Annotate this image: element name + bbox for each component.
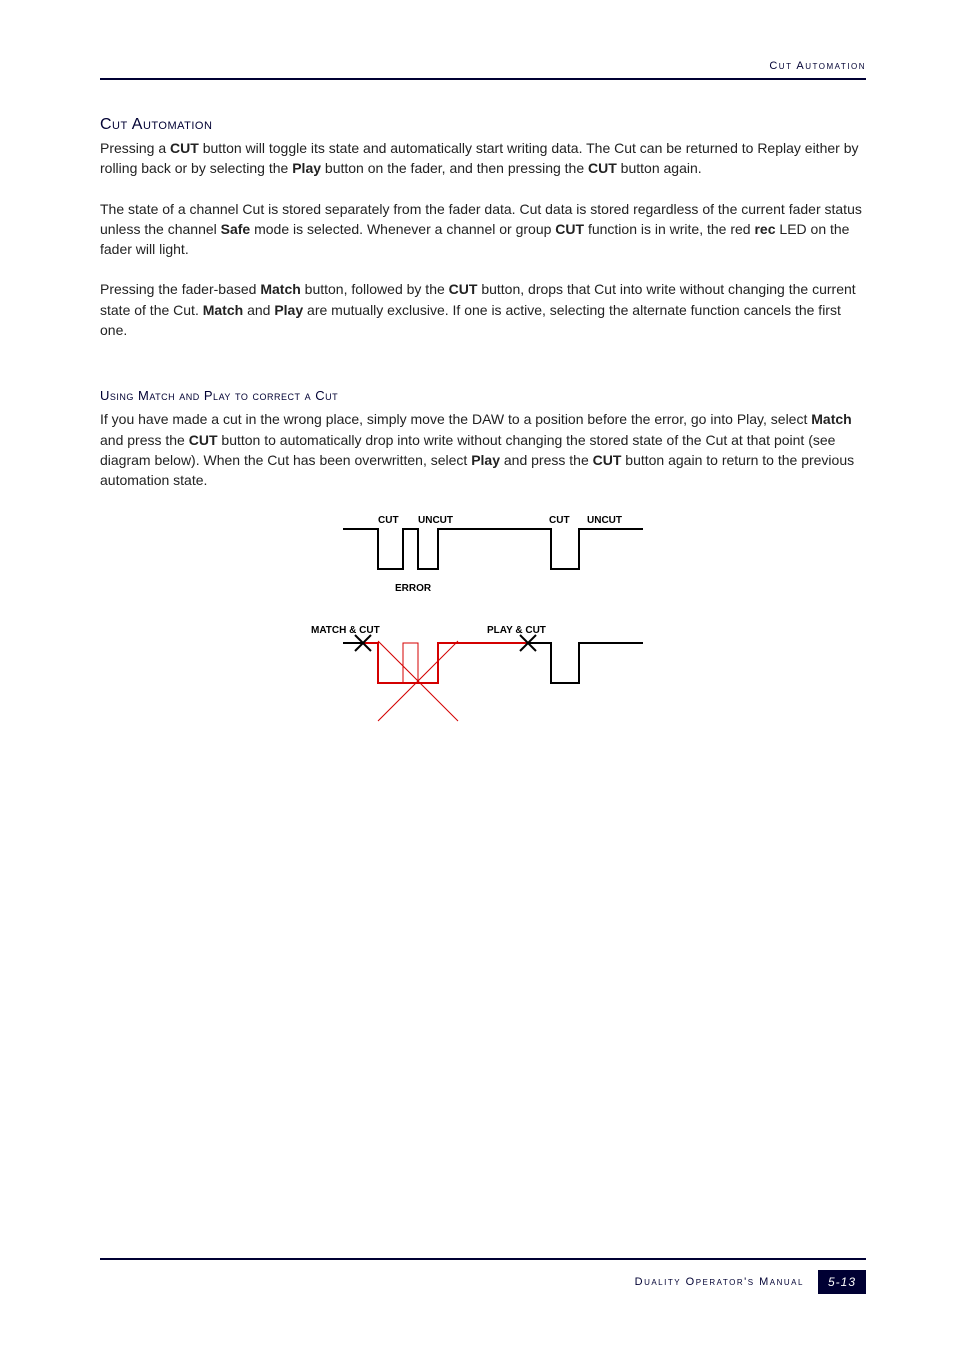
bold-text: Play (274, 302, 303, 318)
text: button on the fader, and then pressing t… (321, 160, 588, 176)
footer-manual-name: Duality Operator's Manual (635, 1276, 804, 1288)
diagram-label-cut: CUT (378, 515, 399, 526)
bold-text: CUT (449, 281, 478, 297)
bold-text: Match (811, 411, 851, 427)
section-title-cut-automation: Cut Automation (100, 116, 866, 134)
bold-text: CUT (170, 140, 199, 156)
page-footer: Duality Operator's Manual 5-13 (100, 1258, 866, 1294)
text: and press the (100, 432, 189, 448)
header-divider (100, 78, 866, 80)
diagram-label-play-cut: PLAY & CUT (487, 625, 546, 636)
diagram-label-cut: CUT (549, 515, 570, 526)
page-number-badge: 5-13 (818, 1270, 866, 1294)
header-section-label: Cut Automation (100, 60, 866, 72)
bold-text: Play (471, 452, 500, 468)
paragraph: Pressing a CUT button will toggle its st… (100, 138, 866, 179)
diagram-label-uncut: UNCUT (587, 515, 622, 526)
bold-text: rec (754, 221, 775, 237)
bold-text: CUT (588, 160, 617, 176)
text: function is in write, the red (584, 221, 754, 237)
footer-divider (100, 1258, 866, 1260)
text: Pressing the fader-based (100, 281, 260, 297)
section-title-using-match: Using Match and Play to correct a Cut (100, 388, 866, 403)
paragraph: Pressing the fader-based Match button, f… (100, 279, 866, 340)
bold-text: Play (292, 160, 321, 176)
diagram-ghost-trace (403, 643, 418, 683)
diagram-label-error: ERROR (395, 583, 432, 594)
text: Pressing a (100, 140, 170, 156)
diagram-label-match-cut: MATCH & CUT (311, 625, 380, 636)
text: and (243, 302, 274, 318)
bold-text: CUT (189, 432, 218, 448)
bold-text: Match (203, 302, 243, 318)
diagram-bottom-black-right (528, 643, 643, 683)
text: button, followed by the (301, 281, 449, 297)
bold-text: CUT (555, 221, 584, 237)
bold-text: Safe (221, 221, 251, 237)
bold-text: CUT (593, 452, 622, 468)
paragraph: The state of a channel Cut is stored sep… (100, 199, 866, 260)
text: button again. (617, 160, 702, 176)
diagram-bottom-red-trace (363, 643, 528, 683)
text: If you have made a cut in the wrong plac… (100, 411, 811, 427)
diagram-top-trace (343, 529, 643, 569)
bold-text: Match (260, 281, 300, 297)
paragraph: If you have made a cut in the wrong plac… (100, 409, 866, 490)
cut-diagram: CUT UNCUT CUT UNCUT ERROR MATCH & CUT PL… (100, 511, 866, 741)
diagram-label-uncut: UNCUT (418, 515, 453, 526)
text: mode is selected. Whenever a channel or … (250, 221, 555, 237)
text: and press the (500, 452, 593, 468)
